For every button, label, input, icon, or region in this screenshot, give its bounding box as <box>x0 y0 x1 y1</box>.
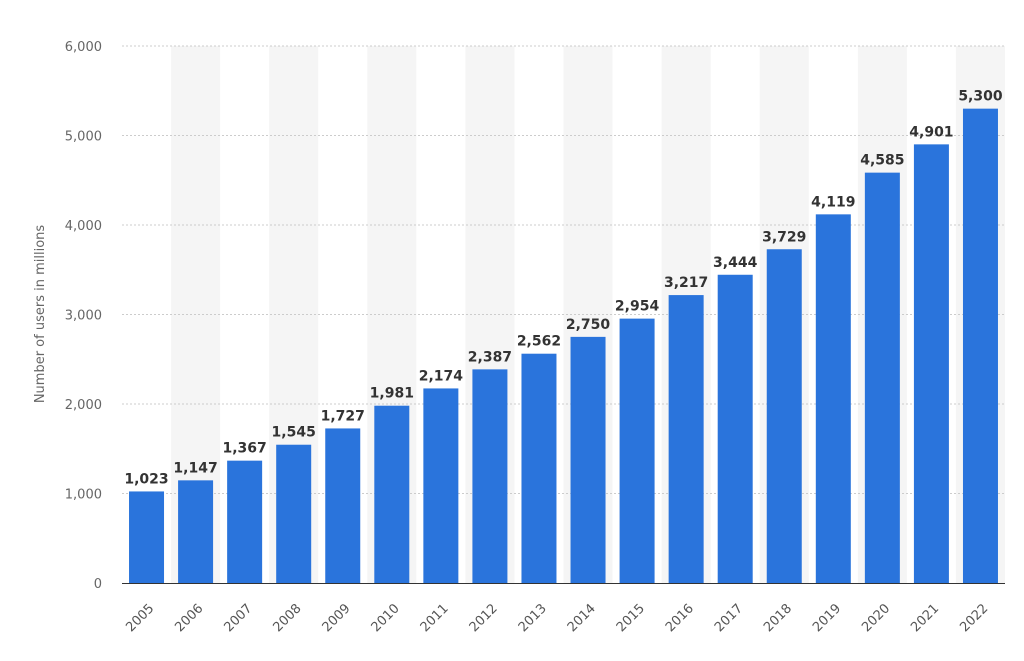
data-label: 1,981 <box>370 386 414 402</box>
bar-2010 <box>374 405 410 583</box>
x-axis-ticks: 2005 2006 2007 2008 2009 2010 2011 2012 2013 2014… <box>123 601 991 635</box>
data-label: 4,119 <box>811 194 855 210</box>
x-tick-label: 2014 <box>565 601 599 635</box>
bar-2018 <box>766 249 802 583</box>
y-tick-label: 0 <box>94 577 102 592</box>
bar-2017 <box>717 274 753 583</box>
bars <box>129 108 998 584</box>
x-tick-label: 2011 <box>418 601 452 635</box>
data-label: 1,147 <box>173 460 217 476</box>
bar-2013 <box>521 353 557 583</box>
y-tick-label: 3,000 <box>65 309 102 324</box>
grid-lines <box>122 45 1005 494</box>
x-tick-label: 2019 <box>810 601 844 635</box>
x-tick-label: 2020 <box>859 601 893 635</box>
x-tick-label: 2018 <box>761 601 795 635</box>
data-label: 4,901 <box>909 124 953 140</box>
x-tick-label: 2015 <box>614 601 648 635</box>
y-tick-label: 2,000 <box>65 398 102 413</box>
bar-2005 <box>129 491 165 583</box>
data-label: 3,729 <box>762 229 806 245</box>
x-tick-label: 2017 <box>712 601 746 635</box>
bar-2011 <box>423 388 459 583</box>
x-tick-label: 2005 <box>123 601 157 635</box>
data-label: 1,367 <box>222 441 266 457</box>
bar-2015 <box>619 318 655 583</box>
bar-2006 <box>178 480 214 583</box>
x-tick-label: 2022 <box>957 601 991 635</box>
data-label: 4,585 <box>860 153 904 169</box>
data-label: 1,727 <box>321 408 365 424</box>
x-tick-label: 2012 <box>467 601 501 635</box>
x-tick-label: 2007 <box>221 601 255 635</box>
bar-2016 <box>668 295 704 583</box>
x-tick-label: 2009 <box>320 601 354 635</box>
bar-2021 <box>913 144 949 583</box>
data-label: 1,023 <box>124 471 168 487</box>
y-axis-ticks: 0 1,000 2,000 3,000 4,000 5,000 6,000 <box>65 40 102 592</box>
bar-2012 <box>472 369 508 583</box>
data-label: 3,217 <box>664 275 708 291</box>
bar-2020 <box>864 172 900 583</box>
data-label: 2,750 <box>566 317 611 333</box>
data-label: 5,300 <box>958 89 1003 105</box>
data-label: 2,954 <box>615 299 660 315</box>
data-label: 1,545 <box>272 425 316 441</box>
bar-2014 <box>570 336 606 583</box>
y-tick-label: 5,000 <box>65 130 102 145</box>
y-axis-title: Number of users in millions <box>33 225 48 404</box>
x-tick-label: 2013 <box>516 601 550 635</box>
bar-2007 <box>227 460 263 583</box>
x-tick-label: 2006 <box>172 601 206 635</box>
y-tick-label: 4,000 <box>65 219 102 234</box>
data-label: 3,444 <box>713 255 758 271</box>
bar-2019 <box>815 214 851 584</box>
data-label: 2,562 <box>517 334 561 350</box>
x-tick-label: 2010 <box>369 601 403 635</box>
y-tick-label: 1,000 <box>65 488 102 503</box>
x-tick-label: 2008 <box>271 601 305 635</box>
bar-2009 <box>325 428 361 583</box>
bar-2008 <box>276 444 312 583</box>
x-tick-label: 2016 <box>663 601 697 635</box>
bar-2022 <box>962 108 998 584</box>
data-labels: 1,023 1,147 1,367 1,545 1,727 1,981 2,1742,387… <box>124 89 1002 488</box>
data-label: 2,174 <box>419 368 464 384</box>
y-tick-label: 6,000 <box>65 40 102 55</box>
data-label: 2,387 <box>468 349 512 365</box>
x-tick-label: 2021 <box>908 601 942 635</box>
